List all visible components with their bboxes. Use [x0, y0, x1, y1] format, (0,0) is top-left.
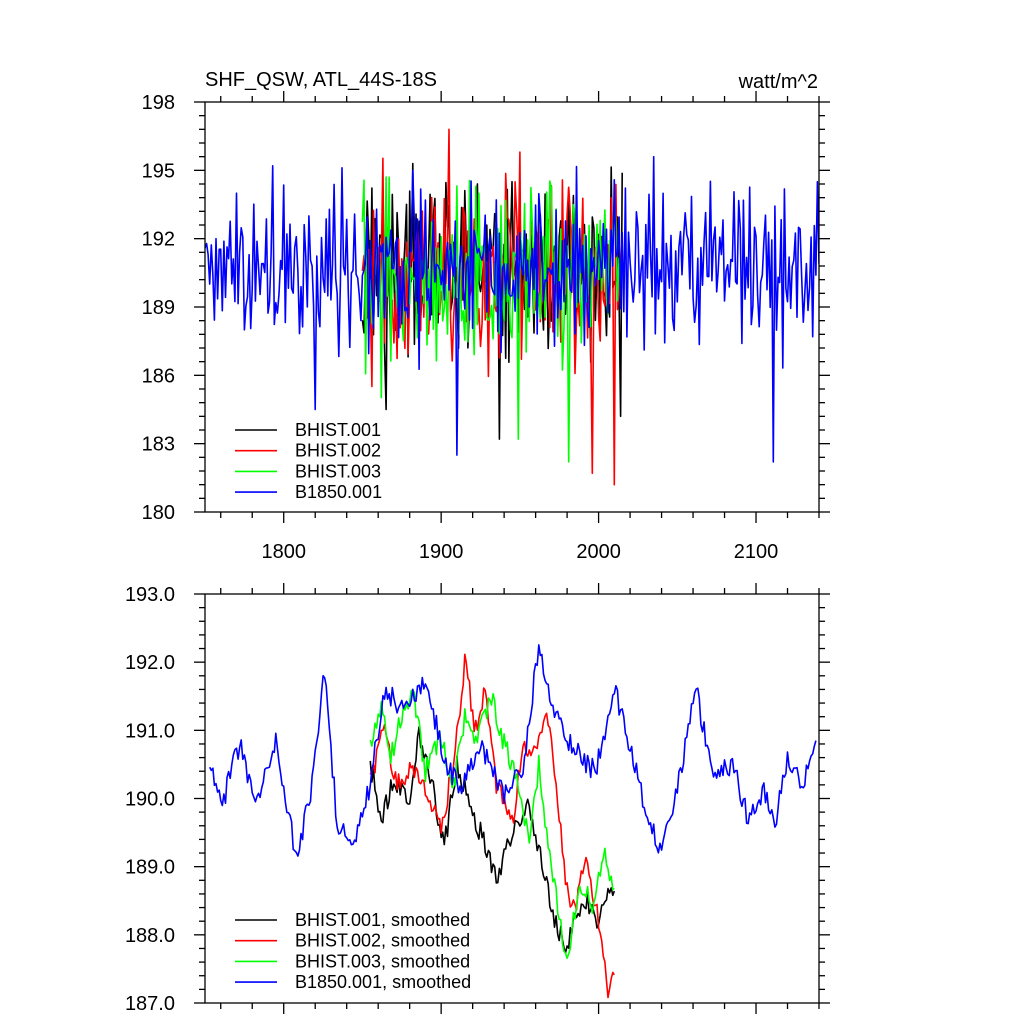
x-tick-label: 2000 — [576, 541, 621, 563]
legend-label: B1850.001 — [295, 482, 382, 502]
y-tick-label: 189.0 — [125, 857, 175, 879]
legend-label: BHIST.001 — [295, 420, 381, 440]
series-line-3 — [369, 689, 615, 959]
x-tick-label: 1900 — [419, 541, 464, 563]
y-tick-label: 187.0 — [125, 993, 175, 1015]
y-tick-label: 188.0 — [125, 925, 175, 947]
top-series-group — [205, 128, 819, 486]
legend-label: B1850.001, smoothed — [295, 972, 471, 992]
series-line-4 — [208, 644, 817, 857]
legend-label: BHIST.003, smoothed — [295, 951, 470, 971]
y-tick-label: 192.0 — [125, 652, 175, 674]
y-tick-label: 198 — [142, 92, 175, 114]
legend-label: BHIST.001, smoothed — [295, 910, 470, 930]
bottom-series-group — [208, 644, 817, 999]
legend-label: BHIST.002, smoothed — [295, 931, 470, 951]
y-tick-label: 190.0 — [125, 789, 175, 811]
legend-label: BHIST.002 — [295, 441, 381, 461]
bottom-axes: 187.0 188.0 189.0 190.0 191.0 192.0 193.0 — [125, 583, 830, 1015]
y-tick-label: 189 — [142, 297, 175, 319]
bottom-panel: 187.0 188.0 189.0 190.0 191.0 192.0 193.0 BHIS… — [125, 583, 830, 1015]
top-axes: 1800 1900 2000 2100 180 183 186 189 192 195 198 — [142, 91, 830, 563]
units-label: watt/m^2 — [738, 71, 818, 93]
series-line-2 — [369, 653, 615, 999]
y-tick-label: 186 — [142, 365, 175, 387]
legend-label: BHIST.003 — [295, 461, 381, 481]
chart-title: SHF_QSW, ATL_44S-18S — [205, 69, 437, 91]
y-tick-label: 180 — [142, 502, 175, 524]
top-panel: SHF_QSW, ATL_44S-18S watt/m^2 1800 1900 20… — [142, 69, 830, 563]
y-tick-label: 191.0 — [125, 720, 175, 742]
y-tick-label: 195 — [142, 160, 175, 182]
x-tick-label: 1800 — [261, 541, 306, 563]
y-tick-label: 183 — [142, 434, 175, 456]
series-line-2 — [361, 128, 623, 486]
x-tick-label: 2100 — [734, 541, 779, 563]
series-line-4 — [205, 155, 819, 463]
y-tick-label: 193.0 — [125, 584, 175, 606]
y-tick-label: 192 — [142, 229, 175, 251]
